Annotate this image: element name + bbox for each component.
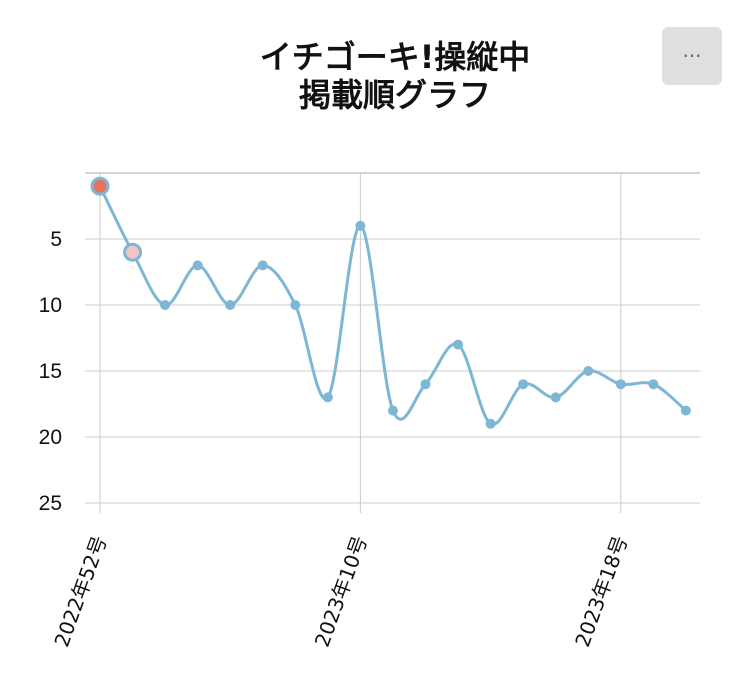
chart-title: イチゴーキ!操縦中 掲載順グラフ: [160, 38, 630, 114]
y-tick-label: 5: [50, 228, 62, 251]
chart-menu-button[interactable]: ···: [662, 27, 722, 85]
data-point: [453, 339, 464, 350]
data-point: [680, 405, 691, 416]
x-tick-label: 2023年18号: [570, 533, 632, 651]
data-point: [615, 379, 626, 390]
highlight-point: [90, 176, 110, 196]
x-tick-label: 2023年10号: [310, 533, 372, 651]
data-point: [257, 260, 268, 271]
chart-title-line-2: 掲載順グラフ: [298, 76, 491, 114]
data-point: [648, 379, 659, 390]
data-point: [225, 300, 236, 310]
y-tick-label: 20: [39, 426, 62, 449]
y-tick-label: 15: [39, 360, 62, 383]
data-point: [485, 418, 496, 429]
data-point: [192, 260, 203, 271]
data-point: [583, 366, 594, 376]
x-tick-label: 2022年52号: [49, 533, 111, 651]
data-point: [518, 379, 529, 390]
data-point: [322, 392, 333, 403]
data-point: [355, 220, 366, 231]
data-point: [550, 392, 561, 403]
highlight-point: [123, 242, 143, 262]
data-point: [160, 300, 171, 310]
y-tick-label: 25: [39, 492, 62, 515]
y-tick-label: 10: [39, 294, 62, 317]
data-point: [290, 300, 301, 310]
data-point: [387, 405, 398, 416]
chart-title-line-1: イチゴーキ!操縦中: [259, 38, 531, 76]
data-point: [420, 379, 431, 390]
